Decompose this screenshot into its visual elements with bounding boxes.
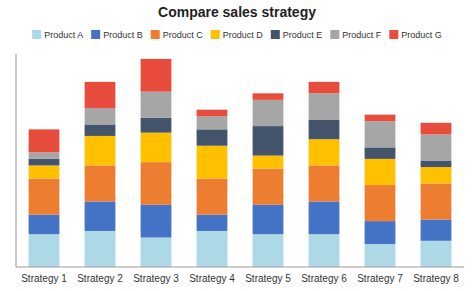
bar-segment [29, 165, 60, 178]
bar-segment [309, 82, 340, 93]
bars [29, 59, 452, 267]
x-tick-label: Strategy 5 [245, 273, 291, 284]
legend-item: Product A [32, 30, 83, 40]
bar-segment [421, 134, 452, 160]
y-axis-line [16, 54, 17, 267]
legend-item: Product E [271, 30, 323, 40]
bar-segment [253, 126, 284, 155]
bar-segment [29, 159, 60, 166]
bar-segment [29, 129, 60, 152]
legend-swatch [91, 30, 100, 39]
bar-segment [85, 108, 116, 124]
bar-segment [29, 179, 60, 215]
x-tick-label: Strategy 6 [301, 273, 347, 284]
bar-segment [253, 100, 284, 126]
bar-segment [141, 205, 172, 238]
bar-segment [365, 221, 396, 244]
bar-segment [141, 133, 172, 162]
bar-segment [85, 136, 116, 165]
bar-segment [253, 234, 284, 267]
bar-segment [365, 121, 396, 147]
legend-item: Product F [330, 30, 382, 40]
legend-item: Product B [91, 30, 143, 40]
bar-segment [29, 234, 60, 267]
x-axis-line [16, 267, 464, 268]
bar-segment [197, 179, 228, 215]
bar-segment [141, 92, 172, 118]
bar-segment [253, 205, 284, 234]
bar-segment [253, 93, 284, 100]
legend-label: Product E [283, 30, 323, 40]
bar-segment [309, 120, 340, 140]
bar-segment [421, 123, 452, 134]
x-tick-label: Strategy 1 [21, 273, 67, 284]
bar-segment [421, 183, 452, 219]
legend-swatch [389, 30, 398, 39]
bar-segment [197, 116, 228, 129]
legend-label: Product C [163, 30, 204, 40]
legend: Product A Product B Product C Product D Prod… [32, 30, 442, 40]
legend-swatch [330, 30, 339, 39]
legend-item: Product C [151, 30, 204, 40]
bar-segment [141, 162, 172, 205]
legend-label: Product D [223, 30, 264, 40]
bar-segment [29, 152, 60, 159]
legend-label: Product G [401, 30, 442, 40]
legend-swatch [271, 30, 280, 39]
legend-item: Product G [389, 30, 442, 40]
legend-swatch [32, 30, 41, 39]
bar-segment [421, 161, 452, 168]
bar-segment [421, 167, 452, 183]
bar-segment [309, 93, 340, 119]
bar-segment [421, 241, 452, 267]
bar-segment [309, 165, 340, 201]
bar-segment [253, 156, 284, 169]
x-tick-label: Strategy 2 [77, 273, 123, 284]
bar-segment [309, 201, 340, 234]
bar-segment [85, 124, 116, 135]
bar-segment [365, 159, 396, 185]
bar-segment [141, 238, 172, 267]
title: Compare sales strategy [158, 4, 316, 20]
bar-segment [197, 110, 228, 117]
legend-swatch [211, 30, 220, 39]
legend-label: Product F [342, 30, 382, 40]
bar-segment [309, 139, 340, 165]
bar-segment [365, 185, 396, 221]
bar-segment [141, 118, 172, 133]
bar-segment [197, 215, 228, 231]
bar-segment [197, 129, 228, 145]
legend-label: Product B [103, 30, 143, 40]
chart: Compare sales strategy Strategy 1 Strategy… [0, 0, 474, 291]
x-tick-label: Strategy 3 [133, 273, 179, 284]
bar-segment [85, 165, 116, 201]
bar-segment [197, 231, 228, 267]
x-tick-label: Strategy 8 [413, 273, 459, 284]
bar-segment [365, 147, 396, 158]
bar-segment [85, 201, 116, 230]
bar-segment [197, 146, 228, 179]
bar-segment [421, 219, 452, 240]
bar-segment [141, 59, 172, 92]
legend-swatch [151, 30, 160, 39]
legend-label: Product A [44, 30, 83, 40]
bar-segment [309, 234, 340, 267]
bar-segment [85, 82, 116, 108]
bar-segment [365, 115, 396, 122]
x-tick-label: Strategy 4 [189, 273, 235, 284]
bar-segment [253, 169, 284, 205]
x-tick-label: Strategy 7 [357, 273, 403, 284]
bar-segment [29, 215, 60, 235]
legend-item: Product D [211, 30, 264, 40]
bar-segment [85, 231, 116, 267]
bar-segment [365, 244, 396, 267]
